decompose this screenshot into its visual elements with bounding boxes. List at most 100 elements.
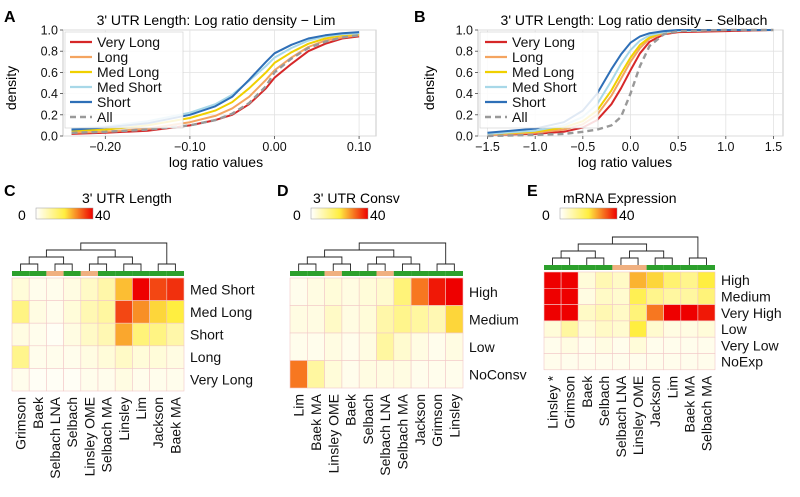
legend-label: Long <box>97 49 128 65</box>
heatmap-cell <box>560 271 579 289</box>
column-label: Jackson <box>150 397 166 448</box>
heatmap-cell <box>358 277 377 306</box>
legend-label: All <box>512 109 528 125</box>
legend-box <box>64 31 184 129</box>
heatmap-cell <box>577 320 596 338</box>
column-group-bar <box>166 271 184 276</box>
heatmap-cell <box>594 320 613 338</box>
row-label: Medium <box>721 288 771 304</box>
heatmap-title: 3' UTR Length <box>82 190 172 206</box>
chart-title: 3' UTR Length: Log ratio density − Selba… <box>501 12 768 28</box>
heatmap-cell <box>46 322 64 347</box>
heatmap-cell <box>114 300 133 324</box>
heatmap-cell <box>629 353 647 371</box>
dendrogram-branch <box>376 256 412 264</box>
heatmap-cell <box>114 368 133 392</box>
color-scale-bar <box>559 207 618 220</box>
row-label: Med Long <box>190 304 252 320</box>
color-scale-bar <box>310 207 369 220</box>
heatmap-cell <box>166 277 185 301</box>
column-group-bar <box>12 271 30 276</box>
heatmap-cell <box>445 332 464 361</box>
series-line-all <box>487 28 774 138</box>
x-tick-label: −1.5 <box>475 140 500 154</box>
heatmap-cell <box>341 277 360 306</box>
heatmap-cell <box>543 271 562 289</box>
heatmap-cell <box>663 336 682 354</box>
heatmap-cell <box>149 322 168 347</box>
dendrogram-branch <box>80 242 168 264</box>
heatmap-cell <box>28 368 47 392</box>
dendrogram-branch <box>436 263 455 271</box>
heatmap-cell <box>663 304 682 322</box>
heatmap-cell <box>11 277 30 301</box>
heatmap-cell <box>132 300 150 324</box>
scale-max-label: 40 <box>619 207 635 223</box>
row-label: Medium <box>469 311 519 327</box>
panel-letter-a: A <box>4 9 16 26</box>
column-label: Selbach LNA <box>377 393 393 475</box>
heatmap-cell <box>680 320 699 338</box>
x-tick-label: 1.0 <box>717 140 734 154</box>
heatmap-cell <box>149 300 168 324</box>
heatmap-cell <box>358 332 377 361</box>
heatmap-cell <box>46 277 64 301</box>
heatmap-cell <box>612 287 630 305</box>
heatmap-cell <box>28 345 47 369</box>
heatmap-cell <box>543 287 562 305</box>
heatmap-cell <box>97 277 116 301</box>
heatmap-cell <box>629 304 647 322</box>
legend-box <box>479 31 599 129</box>
heatmap-cell <box>306 332 325 361</box>
panel-letter-e: E <box>527 183 538 200</box>
heatmap-cell <box>646 271 664 289</box>
dendrogram-branch <box>157 263 176 271</box>
heatmap-cell <box>97 368 116 392</box>
heatmap-cell <box>132 322 150 347</box>
heatmap-cell <box>646 304 664 322</box>
column-group-bar <box>561 265 579 270</box>
heatmap-cell <box>560 320 579 338</box>
scale-min-label: 0 <box>293 207 301 223</box>
heatmap-cell <box>306 277 325 306</box>
heatmap-cell <box>11 300 30 324</box>
heatmap-cell <box>445 305 464 334</box>
heatmap-cell <box>594 353 613 371</box>
dendrogram-branch <box>123 263 142 271</box>
column-group-bar <box>411 271 429 276</box>
scale-min-label: 0 <box>542 207 550 223</box>
column-group-bar <box>393 271 412 276</box>
dendrogram-branch <box>332 263 351 271</box>
column-group-bar <box>359 271 377 276</box>
heatmap-cell <box>629 336 647 354</box>
column-group-bar <box>46 271 64 276</box>
column-label: Jackson <box>647 376 663 427</box>
heatmap-cell <box>445 277 464 306</box>
heatmap-cell <box>166 300 185 324</box>
dendrogram-branch <box>306 256 343 264</box>
heatmap-cell <box>289 332 308 361</box>
column-label: Lim <box>291 394 307 417</box>
column-label: Jackson <box>412 394 428 445</box>
dendrogram-branch <box>28 256 65 264</box>
heatmap-cell <box>63 345 82 369</box>
heatmap-cell <box>543 304 562 322</box>
heatmap-cell <box>594 271 613 289</box>
heatmap-cell <box>560 304 579 322</box>
heatmap-cell <box>341 305 360 334</box>
y-axis-label: density <box>3 66 19 110</box>
heatmap-cell <box>663 287 682 305</box>
dendrogram-branch <box>611 236 699 258</box>
heatmap-cell <box>646 287 664 305</box>
heatmap-cell <box>132 345 150 369</box>
row-label: NoExp <box>721 354 763 370</box>
heatmap-cell <box>410 332 429 361</box>
column-group-bar <box>29 271 47 276</box>
dendrogram-branch <box>586 257 605 265</box>
heatmap-cell <box>46 345 64 369</box>
column-label: Linsley * <box>545 375 561 428</box>
dendrogram-branch <box>358 242 447 264</box>
column-group-bar <box>595 265 613 270</box>
column-label: Selbach <box>596 376 612 427</box>
heatmap-cell <box>149 345 168 369</box>
